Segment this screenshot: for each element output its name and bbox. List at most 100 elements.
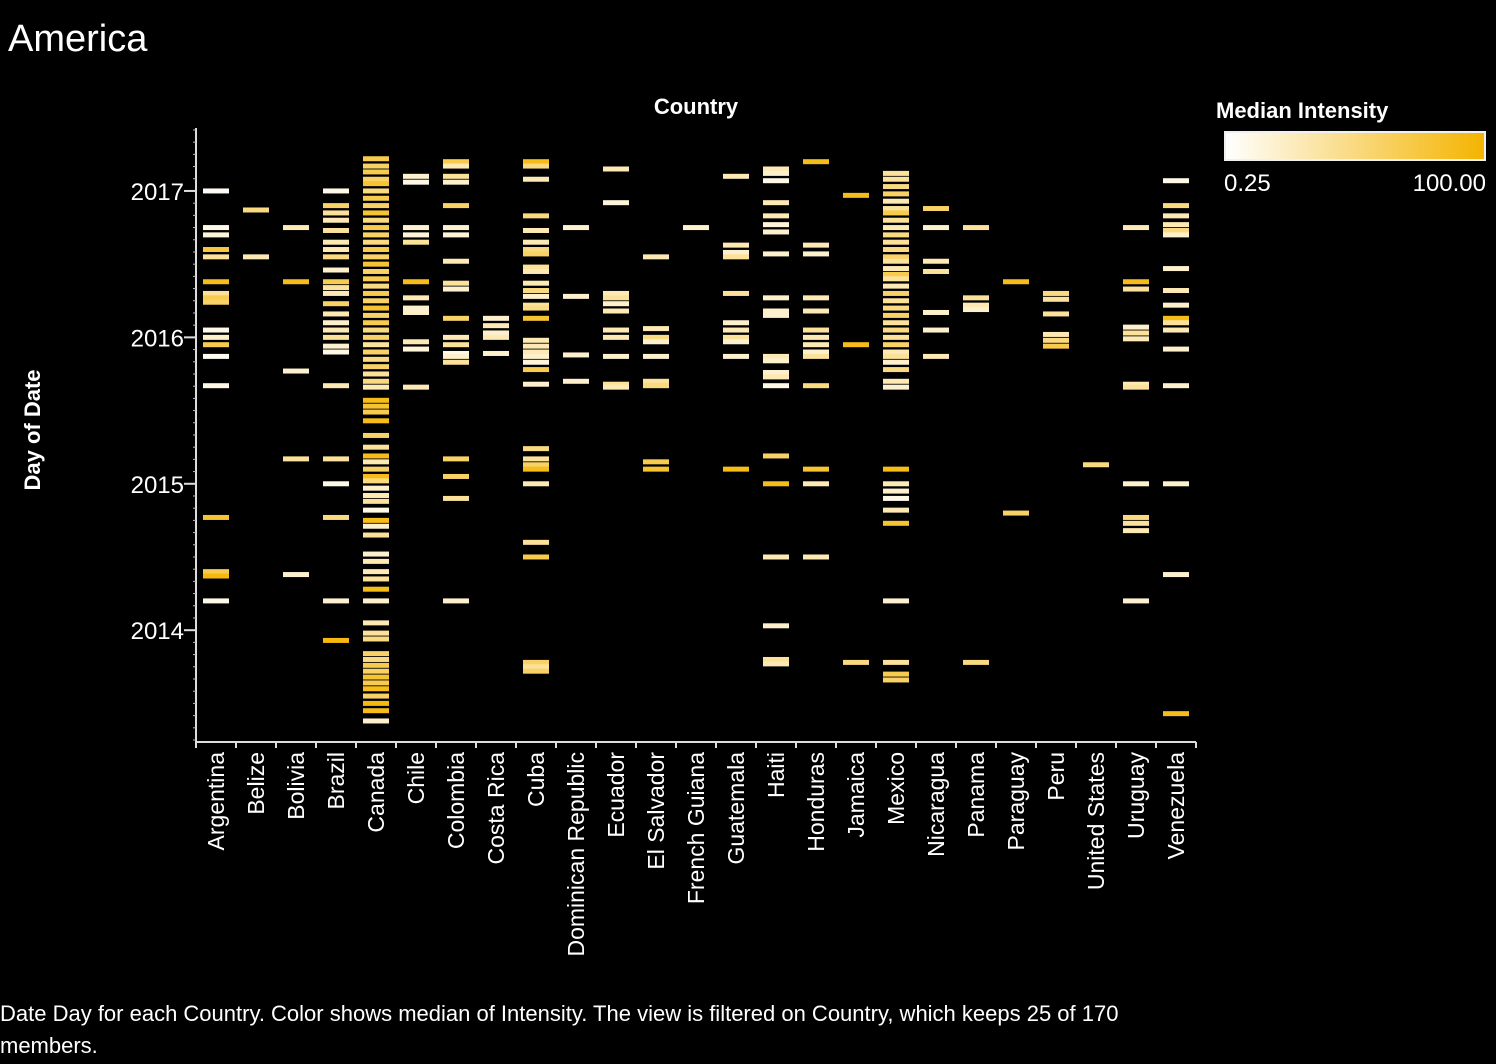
heat-mark (363, 418, 389, 424)
heat-mark (1003, 279, 1029, 285)
heat-mark (363, 210, 389, 216)
dashboard-title: America (8, 18, 148, 60)
heat-mark (363, 276, 389, 282)
heat-mark (363, 232, 389, 238)
heat-mark (763, 481, 789, 487)
heat-mark (363, 485, 389, 491)
heat-mark (723, 353, 749, 359)
heat-mark (523, 247, 549, 253)
heat-mark (1123, 286, 1149, 292)
heat-mark (523, 305, 549, 311)
heat-mark (323, 598, 349, 604)
heat-mark (1043, 311, 1069, 317)
heat-mark (883, 488, 909, 494)
heatmap-chart[interactable]: 2014 2015 2016 2017 Argentina Belize Bolivia Br… (0, 0, 1496, 1000)
heat-mark (523, 227, 549, 233)
heat-mark (363, 668, 389, 674)
heat-mark (203, 569, 229, 575)
heat-mark (1123, 336, 1149, 342)
heat-mark (923, 309, 949, 315)
legend-title: Median Intensity (1216, 98, 1389, 123)
heat-mark (443, 225, 469, 231)
heat-mark (763, 295, 789, 301)
heat-mark (323, 343, 349, 349)
heat-mark (323, 320, 349, 326)
heat-mark (883, 327, 909, 333)
heat-mark (363, 156, 389, 162)
heat-mark (443, 353, 469, 359)
heat-mark (443, 258, 469, 264)
heat-mark (923, 206, 949, 212)
heat-mark (603, 166, 629, 172)
heat-mark (523, 539, 549, 545)
x-category-label: Panama (963, 752, 989, 838)
heat-mark (203, 334, 229, 340)
heat-mark (643, 334, 669, 340)
heat-mark (403, 239, 429, 245)
heat-mark (763, 308, 789, 314)
heat-mark (1163, 222, 1189, 228)
heat-mark (483, 350, 509, 356)
heat-mark (883, 298, 909, 304)
heat-mark (403, 346, 429, 352)
heat-mark (1163, 266, 1189, 272)
heat-mark (763, 383, 789, 389)
heat-mark (1163, 346, 1189, 352)
heat-mark (523, 337, 549, 343)
heat-mark (363, 558, 389, 564)
x-category-label: Bolivia (283, 752, 309, 820)
heat-mark (323, 349, 349, 355)
heat-mark (363, 630, 389, 636)
heat-mark (803, 251, 829, 257)
heat-mark (283, 279, 309, 285)
heat-mark (203, 514, 229, 520)
heat-mark (363, 517, 389, 523)
heat-mark (203, 327, 229, 333)
heat-mark (723, 320, 749, 326)
heat-mark (483, 330, 509, 336)
heat-mark (363, 651, 389, 657)
heat-mark (683, 225, 709, 231)
heat-mark (203, 254, 229, 260)
heat-mark (523, 381, 549, 387)
heat-mark (723, 290, 749, 296)
heat-mark (883, 217, 909, 223)
heat-mark (363, 378, 389, 384)
heat-mark (403, 232, 429, 238)
heat-mark (363, 680, 389, 686)
heat-mark (883, 320, 909, 326)
heat-mark (203, 573, 229, 579)
heat-mark (883, 507, 909, 513)
heat-mark (1043, 331, 1069, 337)
heat-mark (643, 353, 669, 359)
heat-mark (1123, 528, 1149, 534)
heat-mark (363, 356, 389, 362)
heat-mark (523, 343, 549, 349)
heat-mark (403, 339, 429, 345)
heat-mark (443, 280, 469, 286)
heat-mark (1163, 320, 1189, 326)
heat-mark (323, 301, 349, 307)
x-category-label: Nicaragua (923, 752, 949, 857)
heat-mark (1043, 337, 1069, 343)
heat-mark (323, 210, 349, 216)
heat-mark (203, 247, 229, 253)
heat-mark (803, 554, 829, 560)
heat-mark (523, 668, 549, 674)
heat-mark (523, 302, 549, 308)
legend-color-ramp[interactable] (1224, 131, 1486, 161)
heat-mark (363, 569, 389, 575)
heat-mark (643, 339, 669, 345)
heat-mark (1163, 383, 1189, 389)
heat-mark (963, 225, 989, 231)
heat-mark (363, 239, 389, 245)
heat-mark (283, 225, 309, 231)
heat-mark (323, 637, 349, 643)
heat-mark (363, 203, 389, 209)
heat-mark (603, 308, 629, 314)
heat-mark (1163, 315, 1189, 321)
heat-mark (523, 659, 549, 665)
heat-mark (443, 179, 469, 185)
heat-mark (363, 507, 389, 513)
heat-mark (323, 383, 349, 389)
